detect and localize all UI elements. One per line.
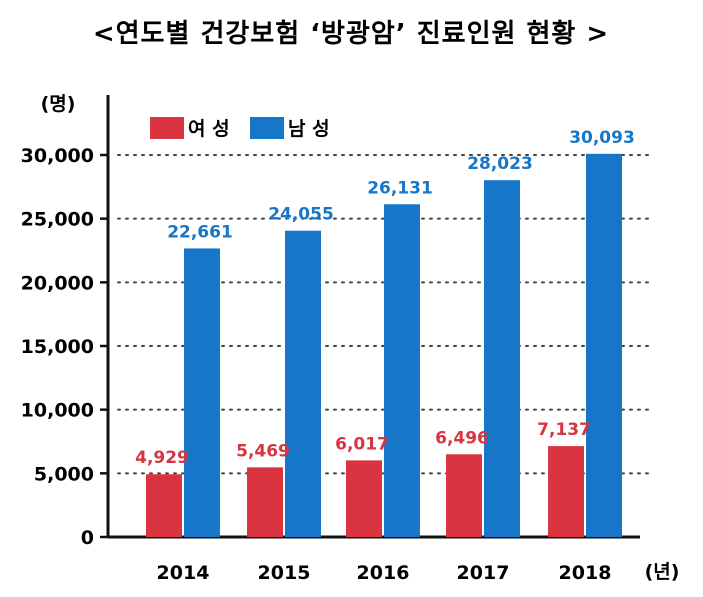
bar-male: [384, 204, 420, 538]
y-tick-label: 5,000: [34, 463, 94, 485]
y-tick-label: 0: [81, 527, 94, 549]
data-label-female: 4,929: [135, 448, 189, 468]
bar-male: [285, 230, 321, 538]
data-label-female: 6,017: [335, 434, 389, 454]
bar-female: [346, 460, 382, 537]
bar-female: [146, 474, 182, 537]
y-tick-label: 30,000: [21, 145, 94, 167]
chart-title: <연도별 건강보험 ‘방광암’ 진료인원 현황 >: [93, 19, 609, 49]
y-axis-unit-label: (명): [41, 93, 76, 115]
data-label-male: 30,093: [569, 128, 635, 148]
bar-female: [446, 454, 482, 537]
data-label-male: 28,023: [467, 154, 533, 174]
legend-label-female: 여 성: [188, 118, 230, 140]
x-tick-label: 2014: [157, 562, 210, 584]
x-tick-label: 2016: [357, 562, 410, 584]
y-tick-label: 25,000: [21, 209, 94, 231]
data-label-male: 26,131: [367, 178, 433, 198]
bar-male: [184, 248, 220, 537]
x-tick-label: 2018: [559, 562, 612, 584]
data-label-male: 24,055: [268, 205, 334, 225]
axes: 0 5,000 10,000 15,000 20,000 25,000 30,000 2014…: [21, 95, 640, 584]
bar-male: [484, 180, 520, 537]
bar-male: [586, 153, 622, 537]
legend-swatch-female: [150, 117, 184, 139]
bars: [146, 153, 622, 538]
y-tick-label: 15,000: [21, 336, 94, 358]
bar-female: [247, 467, 283, 537]
x-tick-label: 2015: [258, 562, 311, 584]
data-label-female: 5,469: [236, 441, 290, 461]
y-tick-label: 20,000: [21, 272, 94, 294]
x-axis-unit-label: (년): [645, 561, 680, 583]
data-label-male: 22,661: [167, 222, 233, 242]
data-label-female: 7,137: [537, 420, 591, 440]
legend-swatch-male: [250, 117, 284, 139]
data-label-female: 6,496: [435, 428, 489, 448]
y-tick-label: 10,000: [21, 400, 94, 422]
legend-label-male: 남 성: [288, 118, 330, 140]
x-tick-label: 2017: [457, 562, 510, 584]
data-labels: 4,929 5,469 6,017 6,496 7,137 22,661 24,055 26,…: [135, 128, 635, 468]
bar-female: [548, 446, 584, 537]
